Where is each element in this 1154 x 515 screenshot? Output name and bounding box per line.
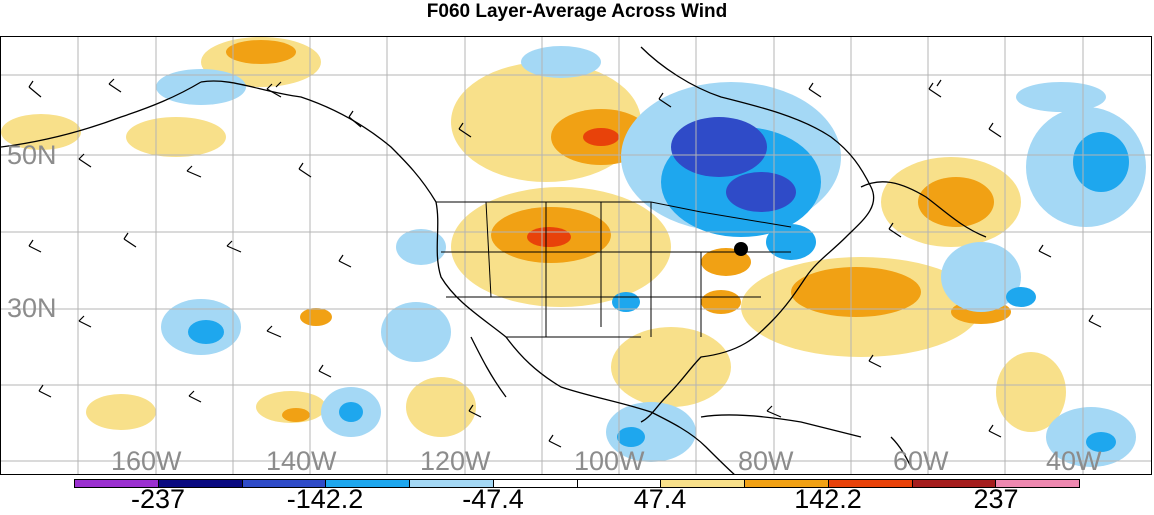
colorbar	[74, 479, 1080, 488]
colorbar-swatch	[912, 480, 997, 487]
strong-negative-anomaly-region	[188, 320, 224, 344]
colorbar-swatch	[242, 480, 327, 487]
strong-positive-anomaly-region	[226, 40, 296, 64]
lon-label-140w: 140W	[266, 446, 337, 476]
positive-anomaly-region	[126, 117, 226, 157]
station-marker	[734, 242, 748, 256]
map-title: F060 Layer-Average Across Wind	[426, 1, 728, 22]
colorbar-tick-label: -142.2	[286, 484, 364, 514]
positive-anomaly-region	[86, 394, 156, 430]
colorbar-swatch	[410, 480, 494, 487]
map-canvas	[1, 37, 1151, 474]
lon-label-160w: 160W	[111, 446, 182, 476]
negative-anomaly-region	[1016, 82, 1106, 112]
colorbar-tick-label: -47.4	[462, 484, 524, 514]
field-shading	[1, 37, 1146, 467]
colorbar-tick-label: -237	[130, 484, 186, 514]
negative-anomaly-region	[521, 46, 601, 78]
lon-label-40w: 40W	[1046, 446, 1102, 476]
strong-negative-anomaly-region	[766, 224, 816, 260]
colorbar-swatch	[326, 480, 410, 487]
lat-label-30n: 30N	[7, 293, 57, 323]
strong-positive-anomaly-region	[701, 290, 741, 314]
lon-label-100w: 100W	[574, 446, 645, 476]
strong-negative-anomaly-region	[617, 427, 645, 447]
negative-anomaly-region	[381, 302, 451, 362]
strong-positive-anomaly-region	[918, 177, 994, 227]
colorbar-swatch	[661, 480, 745, 487]
peak-positive-anomaly-region	[527, 227, 571, 247]
colorbar-swatch	[828, 480, 913, 487]
lat-label-50n: 50N	[7, 140, 57, 170]
colorbar-swatch	[493, 480, 578, 487]
colorbar-swatch	[577, 480, 662, 487]
negative-anomaly-region	[606, 402, 696, 462]
colorbar-tick-label: 237	[973, 484, 1019, 514]
strong-positive-anomaly-region	[791, 267, 921, 317]
strong-positive-anomaly-region	[300, 308, 332, 326]
strong-negative-anomaly-region	[339, 402, 363, 422]
strong-negative-anomaly-region	[1073, 132, 1129, 192]
map-panel: 50N 30N	[0, 36, 1152, 475]
peak-negative-anomaly-region	[726, 172, 796, 212]
colorbar-swatch	[75, 480, 159, 487]
positive-anomaly-region	[996, 352, 1066, 432]
colorbar-tick-label: 47.4	[633, 484, 687, 514]
positive-anomaly-region	[406, 377, 476, 437]
colorbar-tick-label: 142.2	[794, 484, 862, 514]
lat-lon-grid	[1, 37, 1151, 474]
wind-barbs	[28, 78, 1102, 448]
political-boundaries	[436, 201, 792, 338]
colorbar-swatch	[158, 480, 243, 487]
colorbar-swatch	[996, 480, 1079, 487]
strong-positive-anomaly-region	[282, 408, 310, 422]
colorbar-swatch	[745, 480, 829, 487]
strong-negative-anomaly-region	[1006, 287, 1036, 307]
lon-label-120w: 120W	[420, 446, 491, 476]
lon-label-80w: 80W	[738, 446, 794, 476]
strong-negative-anomaly-region	[1086, 432, 1116, 452]
lon-label-60w: 60W	[893, 446, 949, 476]
negative-anomaly-region	[396, 229, 446, 265]
negative-anomaly-region	[156, 69, 246, 105]
negative-anomaly-region	[941, 242, 1021, 312]
peak-positive-anomaly-region	[583, 128, 619, 146]
positive-anomaly-region	[611, 327, 731, 407]
peak-negative-anomaly-region	[671, 117, 767, 177]
positive-anomaly-region	[1, 114, 81, 150]
